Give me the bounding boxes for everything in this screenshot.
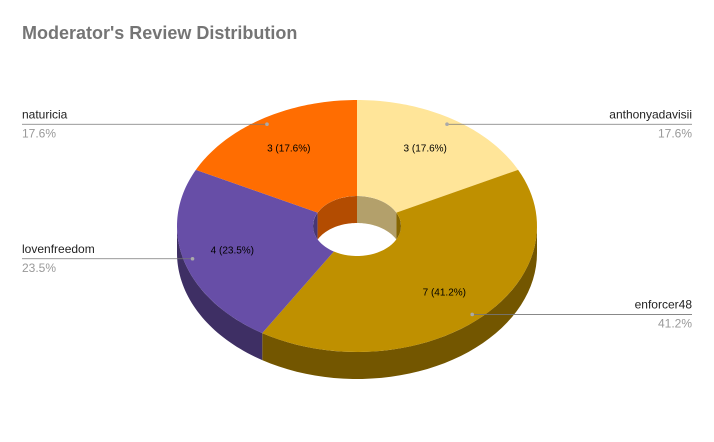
percent-label: 17.6% bbox=[658, 126, 692, 140]
legend-label: naturicia bbox=[22, 107, 68, 121]
slice-side bbox=[177, 226, 263, 361]
legend-label: lovenfreedom bbox=[22, 242, 95, 256]
slice bbox=[357, 100, 519, 213]
percent-label: 41.2% bbox=[658, 317, 692, 331]
percent-label: 17.6% bbox=[22, 126, 56, 140]
slice-inner-wall bbox=[317, 196, 357, 240]
leader-dot bbox=[470, 312, 475, 317]
percent-label: 23.5% bbox=[22, 261, 56, 275]
slice bbox=[262, 169, 537, 352]
leader-dot bbox=[445, 122, 449, 127]
leader-dot bbox=[190, 256, 195, 261]
legend-label: anthonyadavisii bbox=[609, 107, 692, 121]
data-label: 3 (17.6%) bbox=[267, 144, 310, 155]
legend-label: enforcer48 bbox=[635, 298, 693, 312]
chart-title: Moderator's Review Distribution bbox=[22, 23, 297, 43]
data-label: 3 (17.6%) bbox=[404, 144, 447, 155]
slice-side bbox=[262, 226, 537, 379]
slice-inner-wall bbox=[357, 196, 397, 240]
slice bbox=[195, 100, 357, 213]
leader-dot bbox=[265, 122, 269, 127]
data-label: 7 (41.2%) bbox=[423, 288, 466, 299]
slice bbox=[177, 169, 334, 334]
data-label: 4 (23.5%) bbox=[211, 245, 254, 256]
hole-walls bbox=[313, 196, 401, 253]
